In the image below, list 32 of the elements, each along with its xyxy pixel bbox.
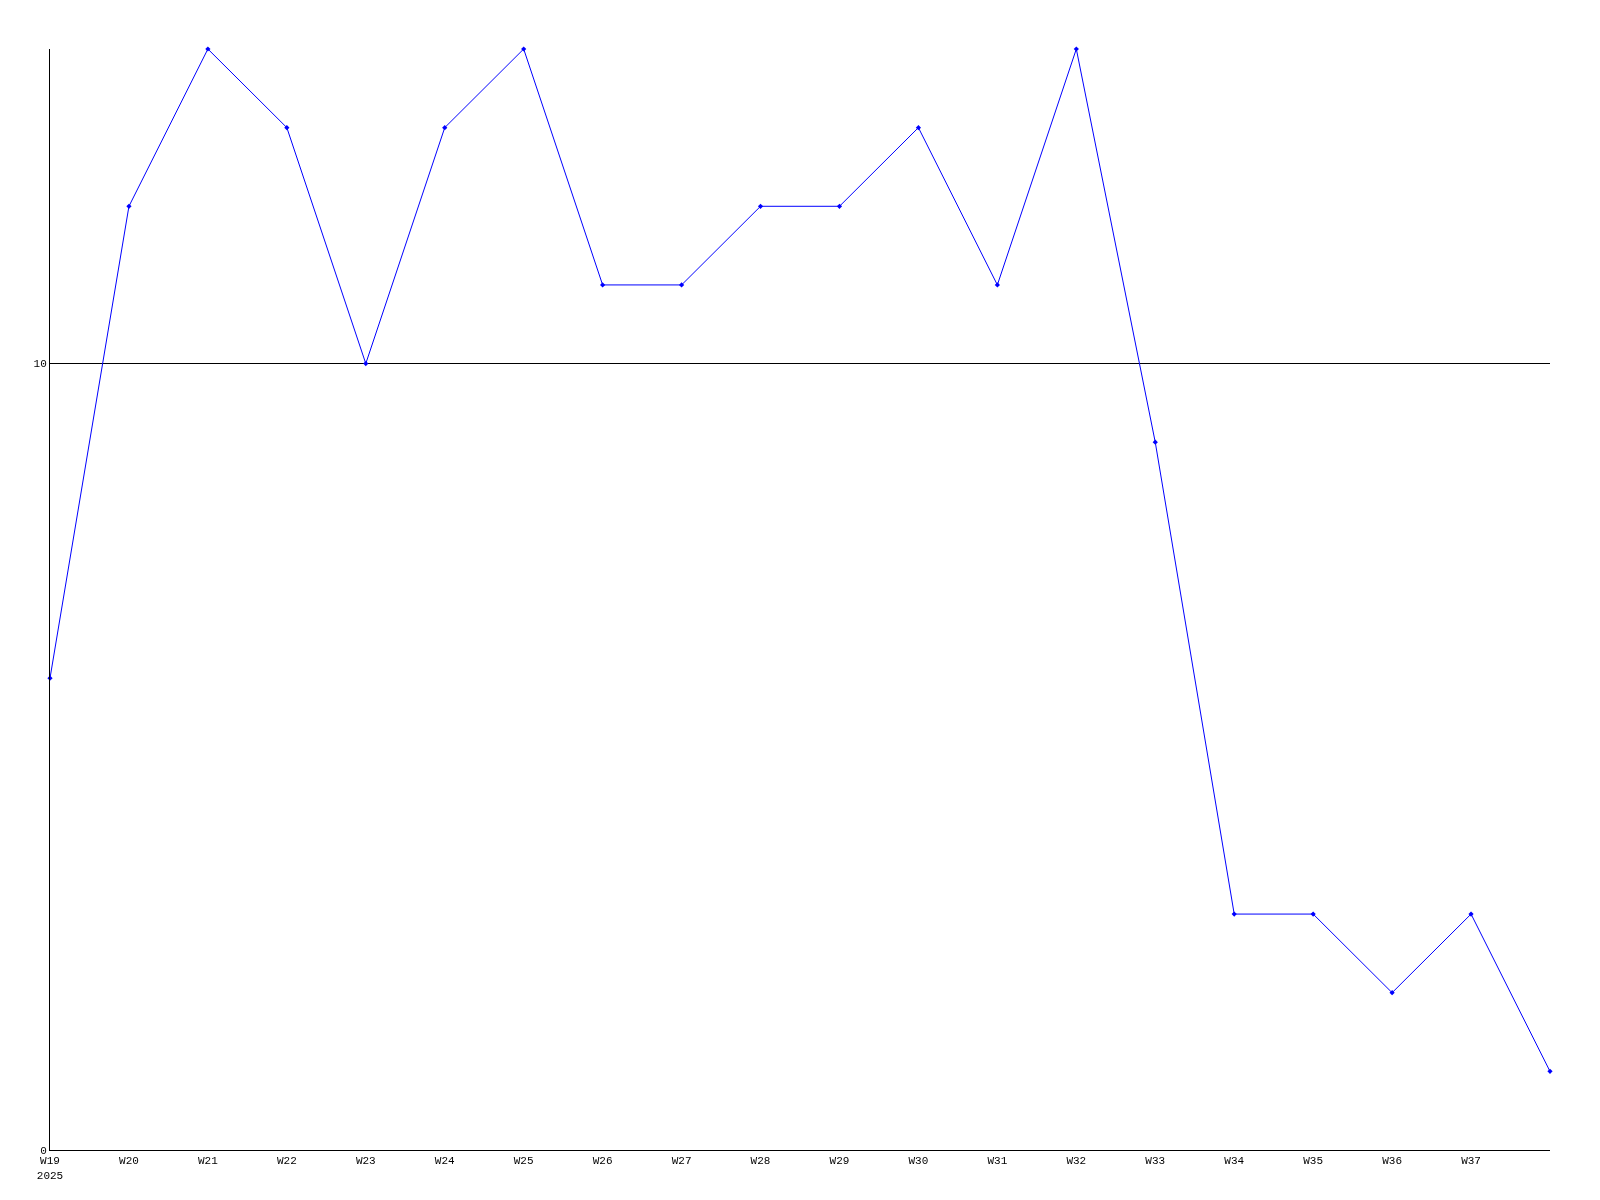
- point: [836, 203, 843, 209]
- x-tick-label: W31: [987, 1155, 1008, 1168]
- x-tick-label: W27: [671, 1155, 692, 1168]
- point: [363, 360, 369, 367]
- x-tick-label: W37: [1461, 1155, 1481, 1168]
- x-tick-label: W29: [829, 1155, 850, 1168]
- point: [1389, 990, 1395, 996]
- x-tick-label: W20: [119, 1155, 139, 1168]
- x-tick-label: W23: [355, 1155, 376, 1168]
- x-tick-label: W33: [1145, 1155, 1166, 1168]
- point: [678, 282, 685, 288]
- x-tick-label: W36: [1382, 1155, 1403, 1168]
- x-tick-label: W22: [276, 1155, 297, 1168]
- point: [757, 203, 764, 209]
- point: [284, 125, 290, 131]
- x-tick-label: W24: [434, 1155, 456, 1168]
- point: [600, 282, 606, 288]
- x-tick-label: W35: [1303, 1155, 1324, 1168]
- x-tick-label: W21: [197, 1155, 219, 1168]
- y-tick-label: 10: [33, 358, 47, 371]
- point: [1152, 439, 1158, 445]
- x-tick-label: W19 2025: [36, 1155, 64, 1182]
- x-tick-label: W28: [750, 1155, 771, 1168]
- x-tick-label: W26: [592, 1155, 613, 1168]
- x-tick-label: W25: [513, 1155, 534, 1168]
- point: [442, 125, 448, 131]
- y-tick-label: 0: [40, 1144, 47, 1157]
- x-tick-label: W32: [1066, 1155, 1087, 1168]
- x-tick-label: W30: [908, 1155, 929, 1168]
- x-tick-label: W34: [1224, 1155, 1245, 1168]
- point: [994, 282, 1000, 288]
- point: [915, 125, 922, 131]
